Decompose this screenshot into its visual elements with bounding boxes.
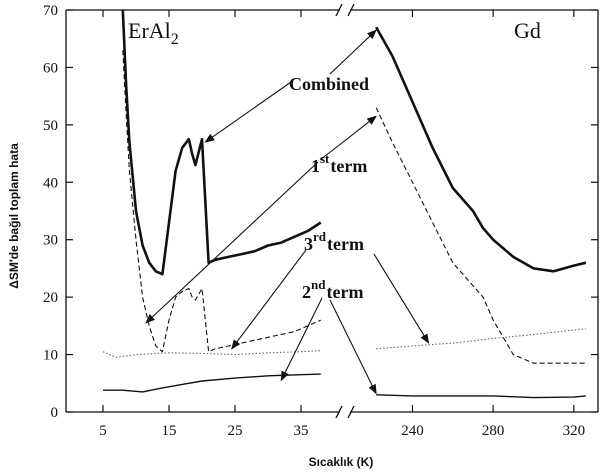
ann-combined: Combined [289, 74, 369, 94]
y-tick-label: 0 [51, 405, 59, 421]
x-tick-label: 280 [482, 423, 505, 439]
chart-annotations: Combined 1stterm 3rdterm 2ndterm [145, 29, 430, 395]
y-tick-label: 10 [43, 348, 58, 364]
series-line-combined-panel-1 [375, 26, 587, 273]
y-tick-label: 70 [43, 3, 58, 19]
series-line-1st-term-panel-0 [122, 50, 322, 353]
axis-break-mark [335, 3, 343, 17]
arrow-third-term-gd [373, 253, 430, 344]
series-line-1st-term-panel-1 [375, 107, 586, 364]
y-tick-label: 50 [43, 118, 58, 134]
x-tick-label: 15 [162, 423, 177, 439]
axis-break-mark [347, 3, 355, 17]
series-line-2nd-term-panel-0 [103, 373, 321, 393]
arrow-combined-gd [329, 29, 377, 75]
ann-first-term: 1stterm [311, 151, 367, 176]
x-tick-label: 5 [99, 423, 107, 439]
arrow-third-term-eral2 [231, 249, 307, 350]
arrow-first-term-gd [319, 115, 377, 161]
x-axis-title: Sıcaklık (K) [309, 455, 374, 469]
series-line-2nd-term-panel-1 [376, 394, 586, 399]
series-line-3rd-term-panel-1 [376, 328, 586, 350]
y-tick-label: 60 [43, 60, 58, 76]
ann-second-term: 2ndterm [302, 277, 363, 302]
chart-axes: 0 10 20 30 40 50 60 70 5 15 25 35 240 280 320 [43, 3, 599, 439]
axis-break-mark [335, 405, 343, 419]
x-tick-label: 240 [401, 423, 424, 439]
series-line-combined-panel-0 [121, 9, 322, 276]
y-tick-label: 30 [43, 233, 58, 249]
x-tick-label: 320 [563, 423, 586, 439]
ann-third-term: 3rdterm [304, 229, 364, 254]
arrow-combined-eral2 [204, 81, 292, 143]
series-line-3rd-term-panel-0 [102, 350, 321, 358]
y-tick-label: 20 [43, 290, 58, 306]
x-tick-label: 25 [228, 423, 243, 439]
panel-label-eral2: ErAl2 [128, 18, 179, 48]
arrow-second-term-gd [329, 299, 377, 395]
panel-label-gd: Gd [514, 18, 541, 43]
chart-series [102, 9, 587, 399]
arrow-second-term-eral2 [280, 297, 323, 382]
y-tick-label: 40 [43, 175, 58, 191]
axis-break-mark [347, 405, 355, 419]
y-axis-title: ΔSM'de bağıl toplam hata [7, 143, 21, 289]
arrow-first-term-eral2 [145, 161, 319, 324]
x-tick-label: 35 [294, 423, 309, 439]
